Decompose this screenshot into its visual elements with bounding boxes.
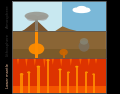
Bar [12,1,106,93]
Bar [62,1,106,31]
Ellipse shape [20,73,23,75]
Bar [59,70,61,93]
Ellipse shape [59,49,68,55]
Ellipse shape [73,8,91,13]
Text: Lower mantle: Lower mantle [6,63,10,88]
Ellipse shape [29,43,44,55]
Ellipse shape [37,15,47,21]
Ellipse shape [67,71,70,73]
Bar [93,74,95,93]
Bar [12,58,106,93]
Ellipse shape [73,8,81,11]
Ellipse shape [26,15,38,21]
Polygon shape [25,58,28,67]
Polygon shape [52,58,54,65]
Ellipse shape [25,12,49,20]
Ellipse shape [77,6,86,10]
Ellipse shape [83,8,90,11]
Polygon shape [88,58,90,66]
Polygon shape [23,20,48,31]
Bar [28,72,30,93]
Polygon shape [12,22,106,58]
Bar [37,67,40,93]
Ellipse shape [79,40,89,52]
Bar [47,60,49,93]
Bar [35,30,38,58]
Ellipse shape [92,73,95,75]
Ellipse shape [80,38,88,45]
Bar [67,72,69,93]
Bar [35,47,38,58]
Bar [20,74,23,93]
Bar [63,52,65,58]
Text: Atmosphere: Atmosphere [6,4,10,28]
Polygon shape [43,58,46,68]
Ellipse shape [27,71,30,73]
Polygon shape [34,58,36,66]
Ellipse shape [58,69,62,71]
Polygon shape [17,58,19,65]
Bar [76,67,78,93]
Polygon shape [70,58,72,66]
Polygon shape [79,58,82,65]
Bar [12,31,106,58]
Ellipse shape [75,66,78,68]
Bar [85,72,87,93]
Ellipse shape [46,59,50,61]
Bar [12,49,106,58]
Text: Lithosphere: Lithosphere [6,33,10,56]
Polygon shape [95,58,97,64]
Ellipse shape [37,66,40,68]
Polygon shape [60,58,62,67]
Ellipse shape [85,71,88,73]
Bar [35,19,38,31]
Bar [12,1,106,31]
Bar [12,86,106,93]
